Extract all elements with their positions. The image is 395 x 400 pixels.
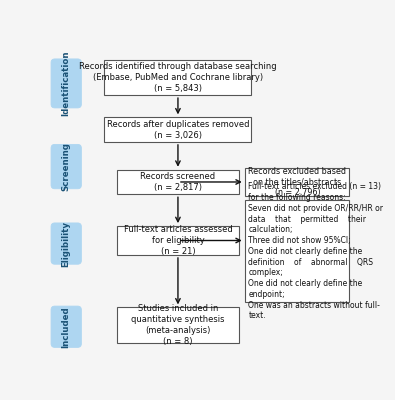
- Text: Records screened
(n = 2,817): Records screened (n = 2,817): [140, 172, 216, 192]
- Text: Records excluded based
on the titles/abstracts
(n = 2,796): Records excluded based on the titles/abs…: [248, 167, 346, 197]
- Text: Identification: Identification: [62, 51, 71, 116]
- Text: Studies included in
quantitative synthesis
(meta-analysis)
(n = 8): Studies included in quantitative synthes…: [131, 304, 225, 346]
- FancyBboxPatch shape: [104, 60, 251, 95]
- Text: Eligibility: Eligibility: [62, 220, 71, 266]
- Text: Screening: Screening: [62, 142, 71, 191]
- FancyBboxPatch shape: [51, 223, 81, 264]
- Text: Records identified through database searching
(Embase, PubMed and Cochrane libra: Records identified through database sear…: [79, 62, 277, 93]
- FancyBboxPatch shape: [117, 170, 239, 194]
- FancyBboxPatch shape: [117, 308, 239, 343]
- FancyBboxPatch shape: [51, 144, 81, 189]
- FancyBboxPatch shape: [117, 226, 239, 255]
- FancyBboxPatch shape: [245, 168, 350, 196]
- Text: Full-text articles assessed
for eligibility
(n = 21): Full-text articles assessed for eligibil…: [124, 225, 232, 256]
- FancyBboxPatch shape: [245, 200, 350, 302]
- FancyBboxPatch shape: [104, 117, 251, 142]
- FancyBboxPatch shape: [51, 306, 81, 347]
- Text: Included: Included: [62, 306, 71, 348]
- Text: Full-text articles excluded (n = 13)
for the following reasons:
Seven did not pr: Full-text articles excluded (n = 13) for…: [248, 182, 384, 320]
- Text: Records after duplicates removed
(n = 3,026): Records after duplicates removed (n = 3,…: [107, 120, 249, 140]
- FancyBboxPatch shape: [51, 59, 81, 108]
